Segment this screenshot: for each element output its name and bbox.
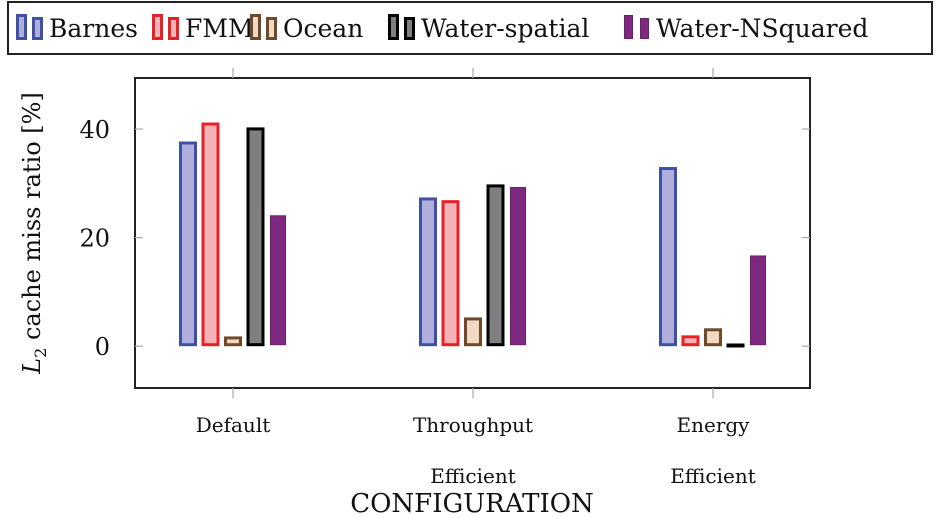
legend-item-barnes: Barnes <box>16 14 138 43</box>
bar-fmm-energy <box>681 335 700 347</box>
y-axis-label-rest: cache miss ratio [%] <box>18 92 46 348</box>
legend-label: Water-NSquared <box>656 14 868 43</box>
bar-fmm-throughput <box>441 200 460 347</box>
legend-swatch-icon <box>624 15 633 39</box>
y-axis-label-sub: 2 <box>31 348 50 358</box>
bar-ocean-default <box>224 336 242 347</box>
x-tick-label-line2: Efficient <box>430 464 516 488</box>
legend-swatch-icon <box>640 18 649 39</box>
legend-swatch-icon <box>16 14 27 40</box>
legend-item-water-nsquared: Water-NSquared <box>624 14 868 43</box>
x-tick-label-line2: Efficient <box>670 464 756 488</box>
axis-ticks <box>135 68 810 398</box>
bars <box>179 122 766 348</box>
legend-label: Ocean <box>283 14 363 43</box>
x-axis-label: CONFIGURATION <box>350 489 594 518</box>
bar-water-spatial-throughput <box>486 184 505 347</box>
bar-water-spatial-default <box>246 127 265 347</box>
legend-swatch-icon <box>168 17 179 40</box>
bar-water-nsquared-throughput <box>510 187 526 346</box>
x-tick-labels: Default Throughput Efficient Energy Efficien… <box>196 413 756 488</box>
y-axis-label: L2 cache miss ratio [%] <box>18 92 50 375</box>
legend-swatch-icon <box>32 17 43 40</box>
legend: Barnes FMM Ocean Water-spatial Water-NSquare… <box>7 1 933 55</box>
y-tick-label: 20 <box>79 225 110 253</box>
y-tick-label: 40 <box>79 116 110 144</box>
legend-swatch-icon <box>388 14 399 40</box>
y-tick-label: 0 <box>95 333 110 361</box>
bar-barnes-default <box>179 141 197 347</box>
x-tick-label: Energy <box>677 413 751 437</box>
x-tick-label: Default <box>196 413 271 437</box>
bar-water-spatial-energy <box>726 343 745 348</box>
legend-swatch-icon <box>250 14 261 40</box>
legend-label: Water-spatial <box>421 14 589 43</box>
legend-label: FMM <box>185 14 254 43</box>
bar-water-nsquared-default <box>270 215 286 346</box>
legend-label: Barnes <box>49 14 138 43</box>
bar-ocean-throughput <box>464 317 482 347</box>
y-tick-labels: 0 20 40 <box>79 116 110 361</box>
legend-swatch-icon <box>266 17 277 40</box>
bar-barnes-energy <box>659 167 677 347</box>
x-tick-label: Throughput <box>413 413 533 437</box>
y-axis-label-main: L <box>18 358 46 375</box>
bar-ocean-energy <box>704 328 722 347</box>
bar-water-nsquared-energy <box>750 255 766 346</box>
bar-barnes-throughput <box>419 197 437 347</box>
legend-swatch-icon <box>152 14 163 40</box>
legend-item-water-spatial: Water-spatial <box>388 14 589 43</box>
legend-item-fmm: FMM <box>152 14 254 43</box>
legend-swatch-icon <box>404 17 415 40</box>
bar-fmm-default <box>201 122 220 347</box>
legend-item-ocean: Ocean <box>250 14 363 43</box>
